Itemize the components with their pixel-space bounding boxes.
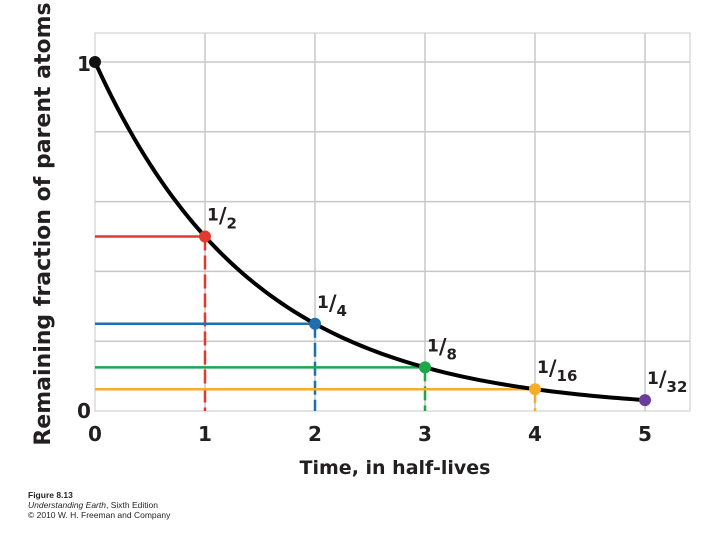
figure-caption: Figure 8.13 Understanding Earth, Sixth E… <box>28 490 170 520</box>
copyright: © 2010 W. H. Freeman and Company <box>28 510 171 520</box>
x-tick-label: 3 <box>418 422 432 446</box>
data-point <box>89 56 101 68</box>
x-tick-labels: 0 1 2 3 4 5 <box>88 422 652 446</box>
x-tick-label: 0 <box>88 422 102 446</box>
plot-background <box>94 32 691 412</box>
fraction-label: 1/16 <box>537 356 577 385</box>
fraction-label: 1/8 <box>427 334 457 363</box>
x-tick-label: 5 <box>638 422 652 446</box>
x-axis-label: Time, in half-lives <box>300 457 491 479</box>
grid-lines <box>95 33 690 411</box>
data-point <box>309 317 321 330</box>
data-point <box>419 361 431 374</box>
y-axis-label: Remaining fraction of parent atoms <box>31 2 56 445</box>
data-point <box>639 394 651 407</box>
book-edition: , Sixth Edition <box>105 500 158 510</box>
y-tick-label: 0 <box>77 399 91 423</box>
book-title: Understanding Earth <box>28 500 106 510</box>
data-point <box>199 230 211 243</box>
fraction-label: 1/2 <box>207 204 237 233</box>
x-tick-label: 1 <box>198 422 212 446</box>
fraction-labels: 1/2 1/4 1/8 1/16 1/32 <box>207 204 687 397</box>
fraction-label: 1/4 <box>317 291 347 320</box>
figure-number: Figure 8.13 <box>28 490 73 500</box>
fraction-label: 1/32 <box>647 367 687 396</box>
data-point <box>529 383 541 396</box>
guide-lines <box>95 235 537 411</box>
decay-curve <box>93 60 647 403</box>
data-points <box>89 56 651 407</box>
y-tick-label: 1 <box>77 52 91 76</box>
x-tick-label: 4 <box>528 422 542 446</box>
x-tick-label: 2 <box>308 422 322 446</box>
y-tick-labels: 01 <box>77 52 91 423</box>
